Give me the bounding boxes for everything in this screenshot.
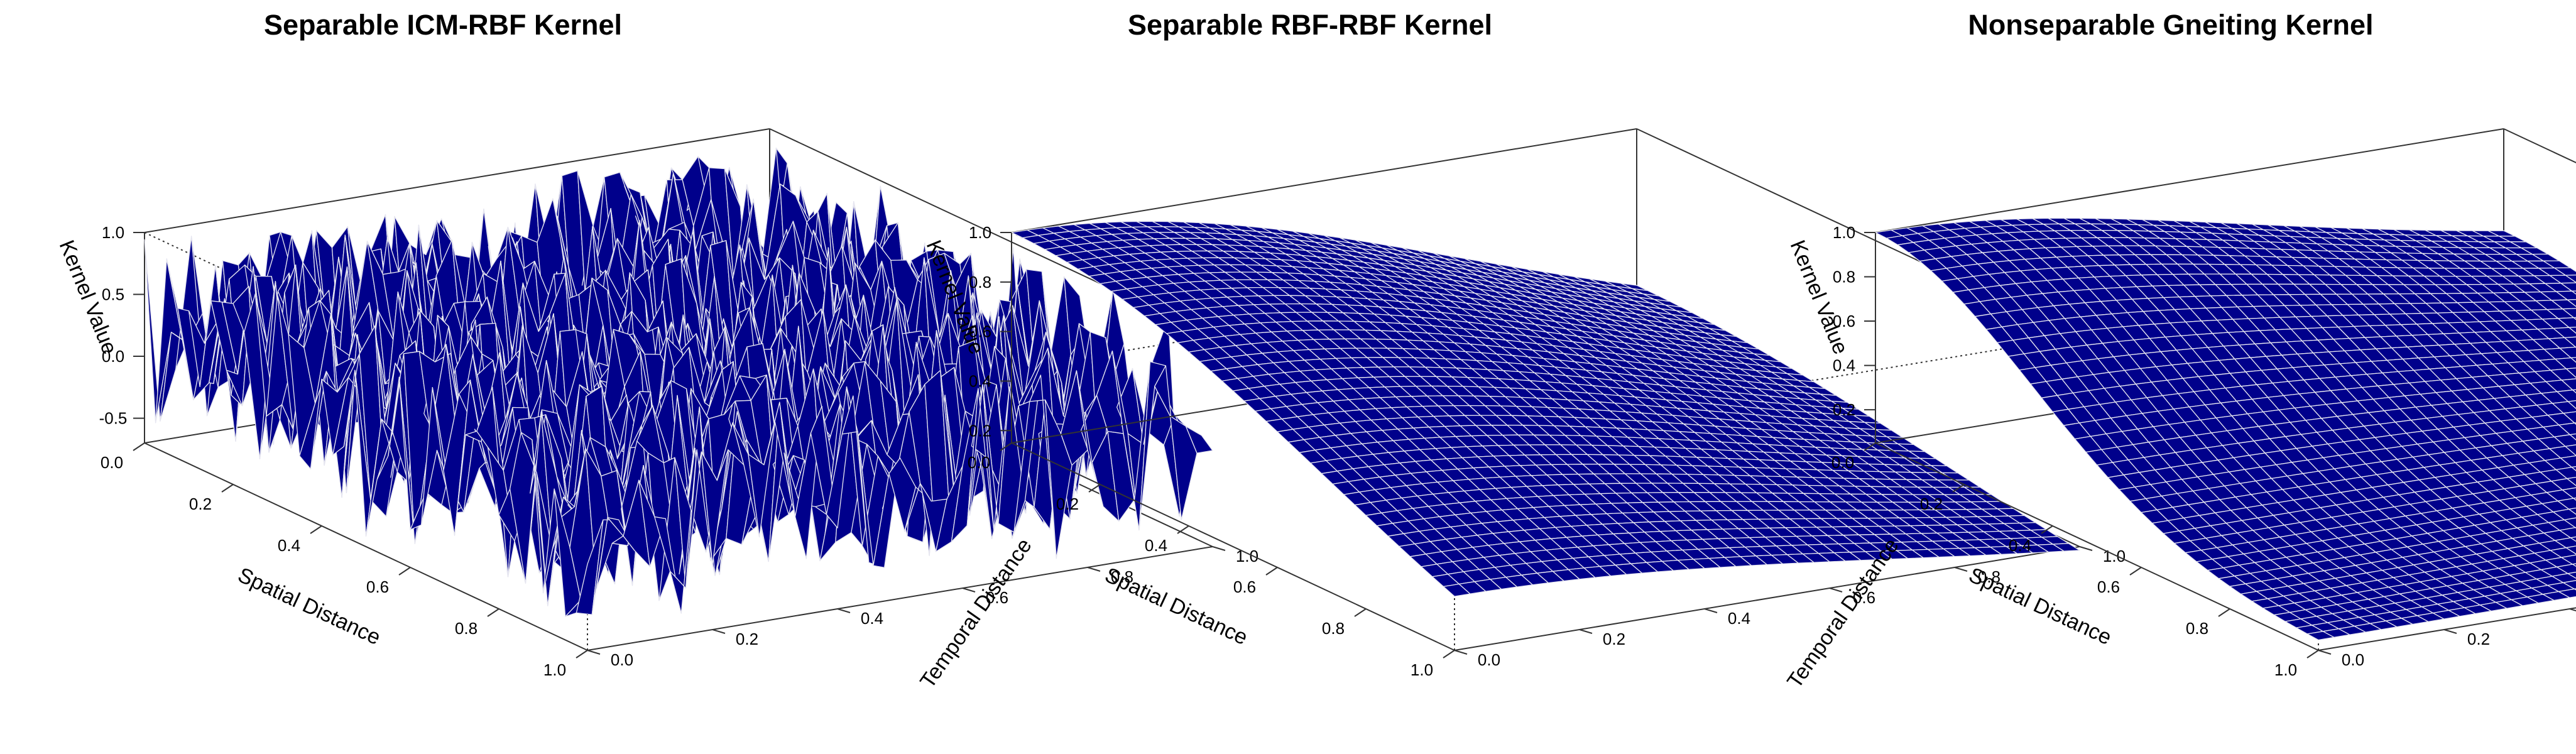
y-axis-title: Temporal Distance: [915, 534, 1037, 692]
x-tick-label: 0.2: [1056, 494, 1079, 513]
x-axis-title: Spatial Distance: [234, 563, 385, 650]
y-tick: [1954, 567, 1968, 572]
x-tick-label: 1.0: [2274, 660, 2297, 679]
y-tick-label: 0.4: [1728, 609, 1750, 628]
x-tick: [133, 442, 145, 451]
y-tick-label: 0.2: [2467, 630, 2490, 648]
y-tick-label: 0.8: [1111, 567, 1133, 586]
box-edge: [1875, 128, 2504, 233]
y-tick: [2318, 650, 2332, 655]
z-tick-label: -0.5: [99, 409, 128, 428]
z-tick-label: 0.8: [1833, 268, 1855, 287]
x-tick: [487, 608, 499, 617]
z-tick-label: 0.2: [1833, 400, 1855, 419]
z-axis-title: Kernel Value: [1786, 237, 1853, 358]
x-tick: [2306, 650, 2319, 658]
x-tick: [310, 525, 322, 534]
z-tick-label: 0.8: [969, 273, 991, 292]
x-tick: [398, 567, 411, 576]
z-tick-label: 1.0: [969, 223, 991, 242]
surface-face: [1185, 425, 1213, 454]
x-tick-label: 0.2: [1920, 494, 1943, 513]
z-tick-label: 0.0: [102, 347, 124, 366]
x-tick-label: 0.0: [101, 453, 123, 472]
z-tick-label: 0.4: [1833, 356, 1855, 375]
y-tick: [837, 608, 851, 613]
x-tick-label: 1.0: [1411, 660, 1433, 679]
x-tick: [2218, 608, 2230, 617]
y-tick-label: 0.6: [986, 588, 1008, 607]
y-tick: [1212, 546, 1226, 551]
box-edge: [1011, 128, 1637, 233]
y-tick-label: 0.0: [611, 650, 633, 669]
box-edge: [144, 442, 588, 651]
y-tick: [2443, 629, 2457, 634]
box-edge: [587, 546, 1213, 651]
z-tick-label: 0.5: [102, 285, 124, 304]
y-tick: [1829, 587, 1843, 593]
x-tick-label: 0.6: [366, 577, 389, 596]
x-tick: [576, 650, 588, 658]
y-tick: [712, 629, 726, 634]
x-tick: [221, 484, 234, 493]
x-tick-label: 0.2: [189, 494, 212, 513]
panel-title: Nonseparable Gneiting Kernel: [1968, 9, 2373, 41]
y-tick: [2569, 608, 2576, 612]
y-tick: [1579, 629, 1593, 634]
x-tick: [1265, 567, 1278, 576]
y-tick-label: 0.0: [2342, 650, 2364, 669]
x-tick-label: 0.6: [1233, 577, 1256, 596]
y-tick-label: 0.2: [736, 630, 758, 648]
z-tick-label: 0.4: [969, 371, 991, 390]
box-edge: [144, 128, 770, 233]
y-tick: [1454, 650, 1468, 655]
kernel-surface: [144, 147, 1213, 617]
x-tick-label: 0.4: [278, 536, 300, 555]
z-tick-label: 0.2: [969, 421, 991, 440]
panel-rbf-rbf: Separable RBF-RBF Kernel 0.0 0.2 0.4 0.6 0.8…: [922, 9, 2126, 692]
x-axis-title: Spatial Distance: [1101, 563, 1252, 650]
x-axis-title: Spatial Distance: [1965, 563, 2115, 650]
panel-title: Separable RBF-RBF Kernel: [1128, 9, 1492, 41]
z-tick-label: 1.0: [1833, 223, 1855, 242]
x-tick-label: 1.0: [543, 660, 566, 679]
y-tick-label: 0.2: [1603, 630, 1625, 648]
x-tick-label: 0.4: [2009, 536, 2031, 555]
y-tick: [962, 587, 976, 593]
x-tick-label: 0.8: [1322, 619, 1345, 638]
panel-icm-rbf: Separable ICM-RBF Kernel 0.0 0.2 0.4 0.6 0.8…: [55, 9, 1258, 692]
x-tick: [1354, 608, 1367, 617]
z-tick-label: 1.0: [102, 223, 124, 242]
panel-gneiting: Nonseparable Gneiting Kernel 0.0 0.2 0.4 0.…: [1786, 9, 2576, 679]
box-edge: [1454, 546, 2080, 651]
x-tick-label: 0.8: [455, 619, 478, 638]
x-tick: [1443, 650, 1455, 658]
x-tick-label: 0.4: [1145, 536, 1167, 555]
x-tick-label: 0.8: [2186, 619, 2208, 638]
y-tick: [1087, 567, 1101, 572]
x-tick-label: 0.0: [1831, 453, 1854, 472]
kernel-surface: [1011, 221, 2080, 597]
y-tick: [1704, 608, 1718, 613]
x-tick: [2129, 567, 2142, 576]
x-tick-label: 0.0: [968, 453, 990, 472]
box-edge: [1011, 442, 1455, 651]
y-tick: [2079, 546, 2093, 551]
y-tick: [587, 650, 601, 655]
y-tick-label: 1.0: [2103, 547, 2126, 566]
panel-title: Separable ICM-RBF Kernel: [264, 9, 622, 41]
x-tick-label: 0.6: [2097, 577, 2120, 596]
y-tick-label: 0.4: [861, 609, 883, 628]
y-tick-label: 0.0: [1478, 650, 1500, 669]
